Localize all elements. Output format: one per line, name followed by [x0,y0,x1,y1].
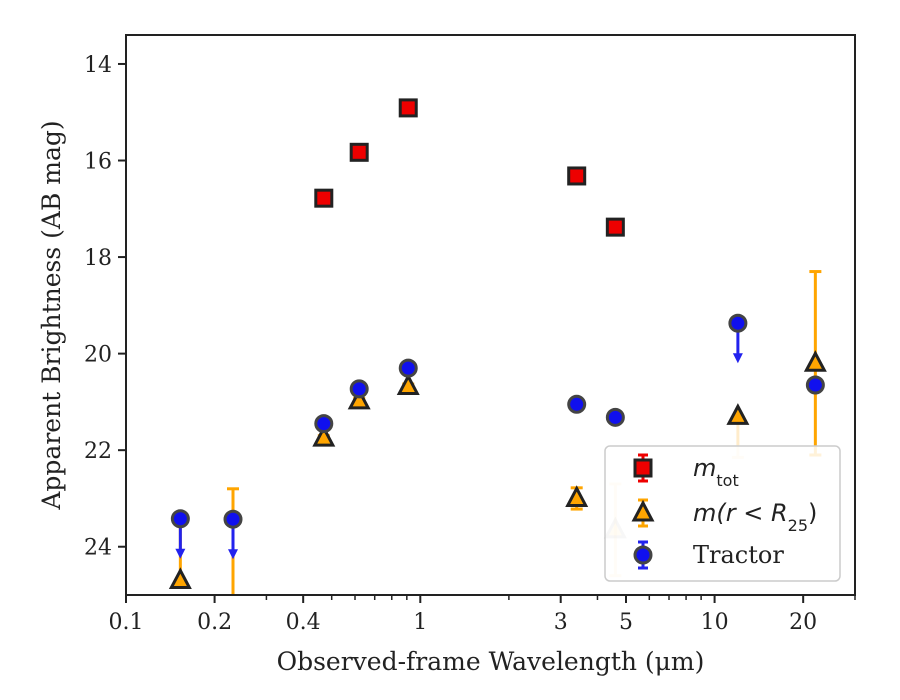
data-point-triangle [803,350,827,372]
upper-limit-arrowhead [175,548,186,559]
legend-box [604,445,841,582]
data-point-triangle [347,387,371,410]
legend-marker-triangle [631,499,655,522]
data-point-triangle [565,485,589,507]
data-point-triangle [168,567,192,590]
y-tick-label: 18 [84,246,112,271]
x-tick-label: 10 [701,610,729,635]
y-tick-label: 16 [84,150,112,175]
y-tick-label: 24 [84,536,112,561]
axis-ticks: 0.1 0.2 0.4 1 3 5 10 20 14 16 18 20 22 24 [84,53,856,635]
x-tick-label: 20 [789,610,817,635]
y-axis-label: Apparent Brightness (AB mag) [37,120,66,510]
x-axis-label: Observed-frame Wavelength (μm) [277,647,705,676]
y-tick-label: 20 [84,343,112,368]
data-point-circle [170,509,190,529]
data-point-circle [314,414,334,434]
data-point-circle [567,394,587,414]
upper-limit-arrowhead [732,353,743,364]
data-point-circle [805,375,825,395]
data-point-circle [605,407,625,427]
x-tick-label: 5 [619,610,633,635]
data-point-square [398,98,418,118]
y-tick-label: 14 [84,53,112,78]
data-point-circle [223,509,243,529]
data-point-triangle [726,403,750,425]
data-point-triangle [396,373,420,395]
data-point-square [349,142,369,162]
upper-limit-arrowhead [228,549,239,560]
y-tick-label: 22 [84,439,112,464]
data-point-circle [398,358,418,378]
x-tick-label: 1 [413,610,427,635]
x-tick-label: 0.4 [286,610,321,635]
x-tick-label: 0.2 [197,610,232,635]
x-tick-label: 3 [554,610,568,635]
legend: mtot m(r < R25) Tractor [604,445,841,582]
plot-frame [125,34,856,596]
data-point-square [314,188,334,208]
legend-label: Tractor [693,541,784,569]
data-point-square [567,166,587,186]
data-point-triangle [312,424,336,447]
data-point-circle [728,313,748,333]
legend-marker-square [633,458,653,478]
legend-label: mtot [693,454,739,490]
x-tick-label: 0.1 [109,610,144,635]
legend-label: m(r < R25) [693,499,817,535]
legend-marker-circle [633,545,653,565]
data-point-circle [349,379,369,399]
data-point-square [605,217,625,237]
